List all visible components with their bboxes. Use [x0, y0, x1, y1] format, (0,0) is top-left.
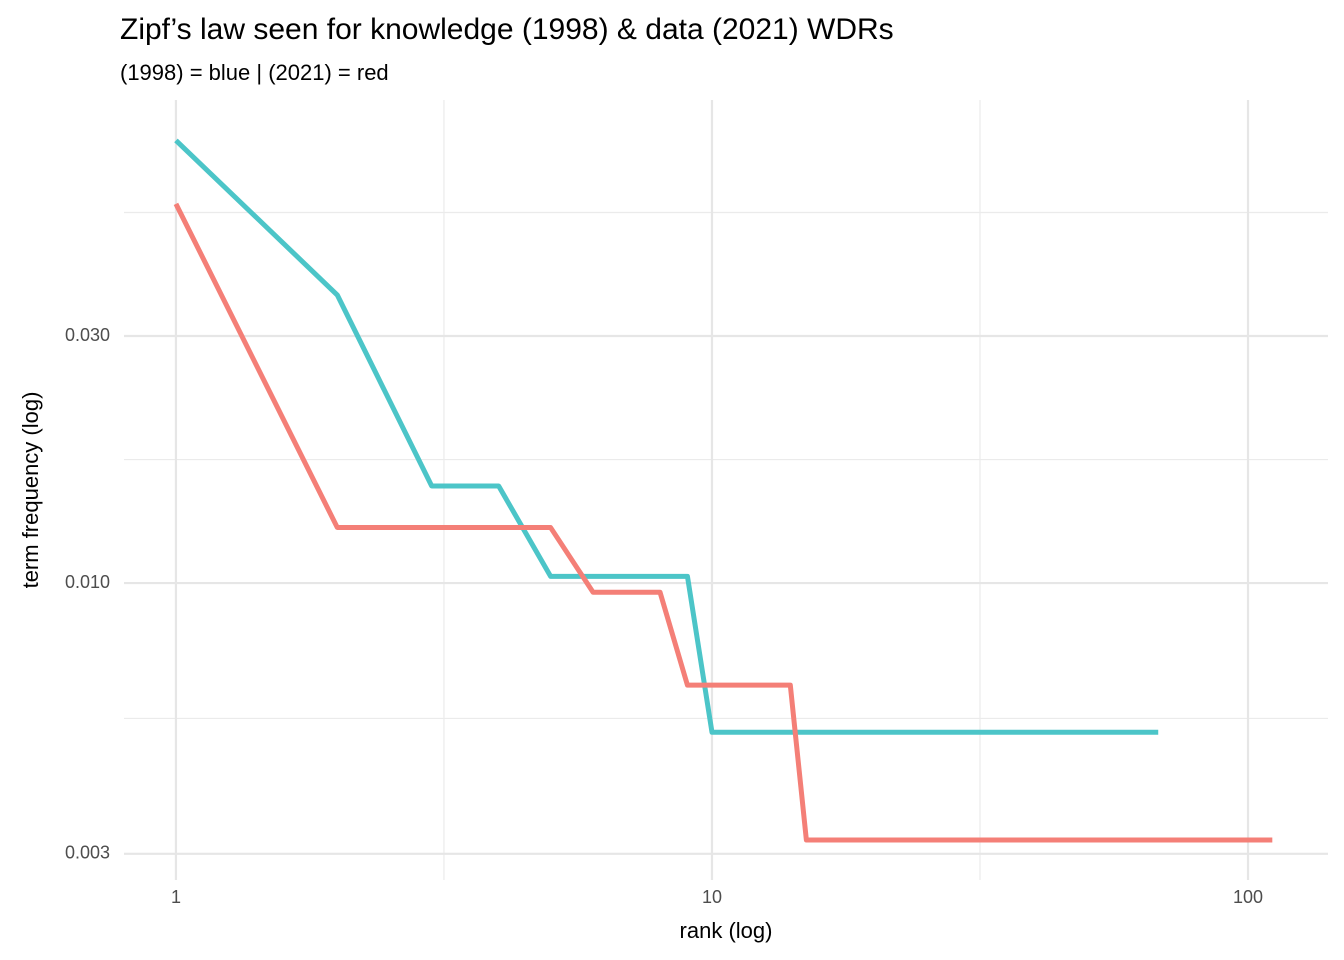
y-tick-label: 0.003: [65, 843, 110, 863]
series-line: [174, 138, 1159, 735]
x-tick-label: 1: [171, 887, 181, 907]
grid: [124, 100, 1328, 880]
x-tick-label: 10: [702, 887, 722, 907]
chart-title: Zipf’s law seen for knowledge (1998) & d…: [120, 13, 894, 46]
x-tick-label: 100: [1233, 887, 1263, 907]
series-line: [173, 202, 1273, 843]
x-axis-label: rank (log): [680, 918, 773, 943]
y-tick-label: 0.030: [65, 325, 110, 345]
y-axis-label: term frequency (log): [18, 392, 43, 589]
chart-subtitle: (1998) = blue | (2021) = red: [120, 60, 389, 85]
y-tick-label: 0.010: [65, 572, 110, 592]
